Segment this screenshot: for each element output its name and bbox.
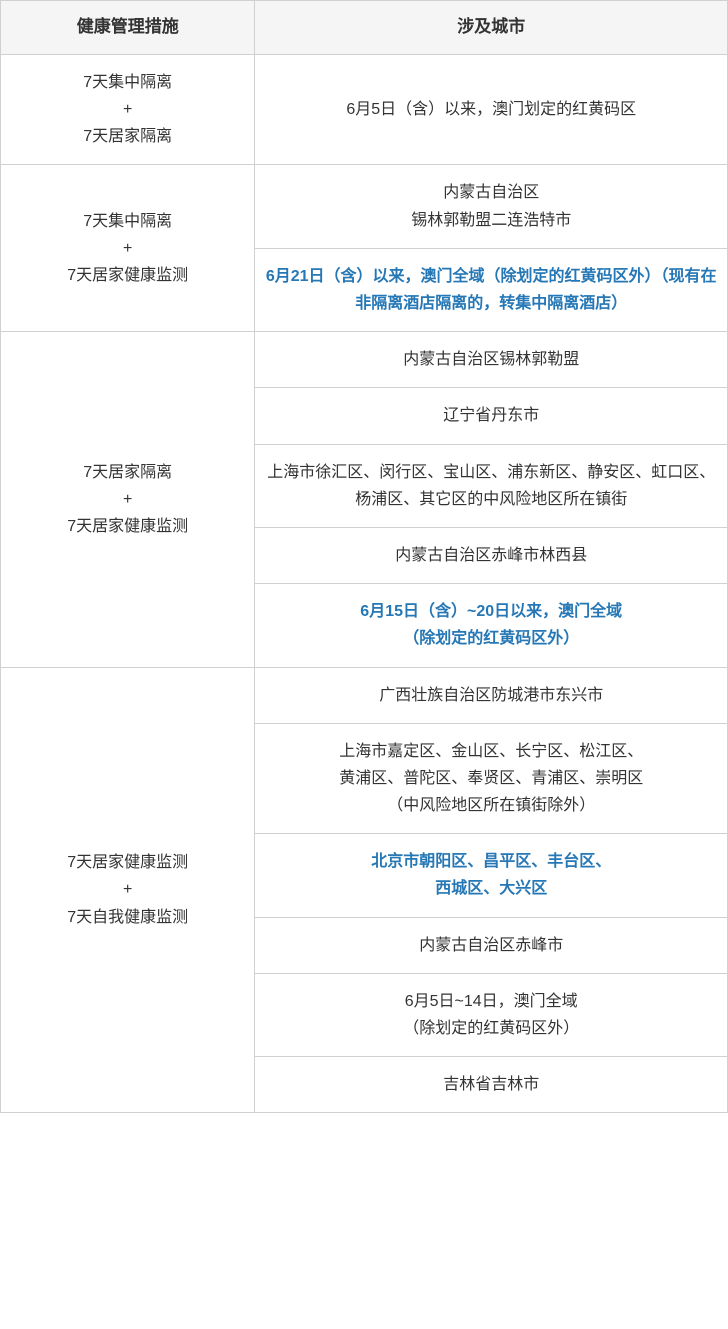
city-cell: 6月21日（含）以来，澳门全域（除划定的红黄码区外）（现有在非隔离酒店隔离的，转… <box>255 248 728 331</box>
city-cell: 上海市嘉定区、金山区、长宁区、松江区、黄浦区、普陀区、奉贤区、青浦区、崇明区 （中… <box>255 723 728 834</box>
city-cell: 内蒙古自治区锡林郭勒盟二连浩特市 <box>255 165 728 248</box>
measure-cell: 7天集中隔离+7天居家健康监测 <box>1 165 255 332</box>
measure-line-3: 7天居家隔离 <box>11 123 244 150</box>
city-text: （除划定的红黄码区外） <box>403 1020 579 1037</box>
measure-line-1: 7天居家健康监测 <box>11 849 244 876</box>
city-text: 内蒙古自治区锡林郭勒盟 <box>403 351 579 368</box>
city-text: 北京市朝阳区、昌平区、丰台区、 <box>371 853 611 870</box>
city-text: 锡林郭勒盟二连浩特市 <box>411 212 571 229</box>
measure-line-1: 7天集中隔离 <box>11 208 244 235</box>
city-text: 西城区、大兴区 <box>435 880 547 897</box>
city-cell: 上海市徐汇区、闵行区、宝山区、浦东新区、静安区、虹口区、杨浦区、其它区的中风险地… <box>255 444 728 527</box>
city-text: 6月5日（含）以来，澳门划定的红黄码区 <box>346 101 636 118</box>
city-text: 内蒙古自治区赤峰市林西县 <box>395 547 587 564</box>
measure-line-2: + <box>11 486 244 513</box>
city-text: 6月5日~14日，澳门全域 <box>405 993 578 1010</box>
header-measure: 健康管理措施 <box>1 1 255 55</box>
city-text: （除划定的红黄码区外） <box>403 630 579 647</box>
city-cell: 内蒙古自治区锡林郭勒盟 <box>255 332 728 388</box>
city-cell: 吉林省吉林市 <box>255 1057 728 1113</box>
city-cell: 广西壮族自治区防城港市东兴市 <box>255 667 728 723</box>
city-text: （中风险地区所在镇街除外） <box>387 797 595 814</box>
city-text: 内蒙古自治区赤峰市 <box>419 937 563 954</box>
city-cell: 内蒙古自治区赤峰市 <box>255 917 728 973</box>
table-row: 7天居家健康监测+7天自我健康监测广西壮族自治区防城港市东兴市 <box>1 667 728 723</box>
table-row: 7天居家隔离+7天居家健康监测内蒙古自治区锡林郭勒盟 <box>1 332 728 388</box>
city-text: 吉林省吉林市 <box>443 1076 539 1093</box>
measure-line-3: 7天自我健康监测 <box>11 904 244 931</box>
city-text: 广西壮族自治区防城港市东兴市 <box>379 687 603 704</box>
table-body: 7天集中隔离+7天居家隔离6月5日（含）以来，澳门划定的红黄码区7天集中隔离+7… <box>1 54 728 1113</box>
measure-line-3: 7天居家健康监测 <box>11 262 244 289</box>
measure-line-3: 7天居家健康监测 <box>11 513 244 540</box>
city-text: 辽宁省丹东市 <box>443 407 539 424</box>
measure-line-2: + <box>11 235 244 262</box>
city-text: 6月21日（含）以来，澳门全域（除划定的红黄码区外）（现有在非隔离酒店隔离的，转… <box>266 268 717 312</box>
header-cities: 涉及城市 <box>255 1 728 55</box>
city-cell: 辽宁省丹东市 <box>255 388 728 444</box>
measure-line-2: + <box>11 96 244 123</box>
city-text: 上海市徐汇区、闵行区、宝山区、浦东新区、静安区、虹口区、杨浦区、其它区的中风险地… <box>267 464 715 508</box>
health-management-table: 健康管理措施 涉及城市 7天集中隔离+7天居家隔离6月5日（含）以来，澳门划定的… <box>0 0 728 1113</box>
city-text: 6月15日（含）~20日以来，澳门全域 <box>360 603 622 620</box>
city-text: 上海市嘉定区、金山区、长宁区、松江区、 <box>339 743 643 760</box>
table-row: 7天集中隔离+7天居家健康监测内蒙古自治区锡林郭勒盟二连浩特市 <box>1 165 728 248</box>
city-cell: 北京市朝阳区、昌平区、丰台区、西城区、大兴区 <box>255 834 728 917</box>
measure-line-1: 7天居家隔离 <box>11 459 244 486</box>
measure-cell: 7天集中隔离+7天居家隔离 <box>1 54 255 165</box>
measure-line-2: + <box>11 876 244 903</box>
table-header-row: 健康管理措施 涉及城市 <box>1 1 728 55</box>
city-cell: 6月5日~14日，澳门全域 （除划定的红黄码区外） <box>255 973 728 1056</box>
table-row: 7天集中隔离+7天居家隔离 6月5日（含）以来，澳门划定的红黄码区 <box>1 54 728 165</box>
measure-line-1: 7天集中隔离 <box>11 69 244 96</box>
city-text: 内蒙古自治区 <box>443 184 539 201</box>
city-text: 黄浦区、普陀区、奉贤区、青浦区、崇明区 <box>339 770 643 787</box>
measure-cell: 7天居家隔离+7天居家健康监测 <box>1 332 255 667</box>
measure-cell: 7天居家健康监测+7天自我健康监测 <box>1 667 255 1113</box>
city-cell: 6月5日（含）以来，澳门划定的红黄码区 <box>255 54 728 165</box>
city-cell: 内蒙古自治区赤峰市林西县 <box>255 527 728 583</box>
city-cell: 6月15日（含）~20日以来，澳门全域 （除划定的红黄码区外） <box>255 584 728 667</box>
